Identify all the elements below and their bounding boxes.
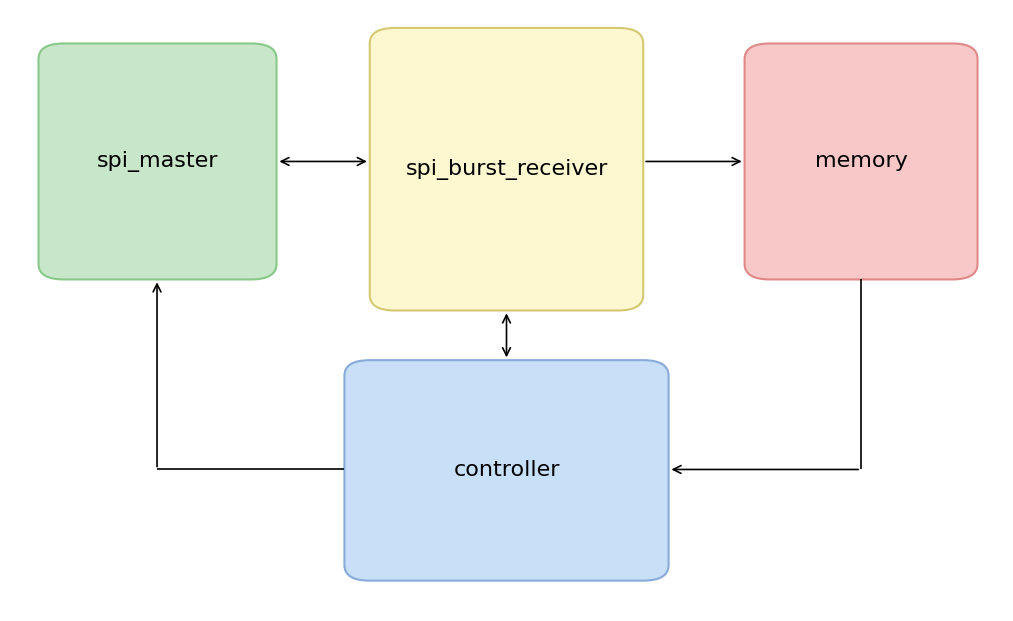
FancyBboxPatch shape [38, 43, 277, 279]
Text: memory: memory [814, 152, 908, 171]
Text: spi_burst_receiver: spi_burst_receiver [405, 159, 608, 179]
FancyBboxPatch shape [344, 360, 669, 581]
FancyBboxPatch shape [745, 43, 978, 279]
FancyBboxPatch shape [370, 28, 643, 310]
Text: controller: controller [453, 460, 560, 481]
Text: spi_master: spi_master [97, 151, 218, 172]
